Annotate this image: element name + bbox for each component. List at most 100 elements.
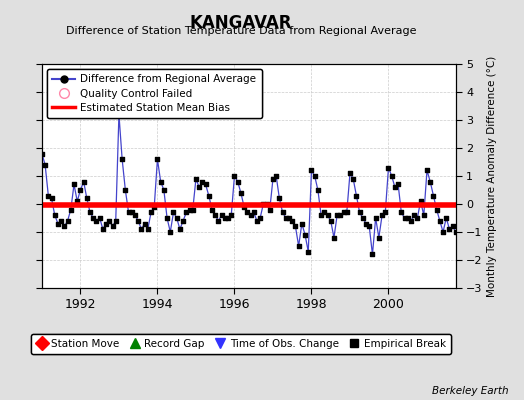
- Point: [204, 192, 213, 199]
- Point: [240, 204, 248, 210]
- Point: [320, 209, 329, 216]
- Point: [189, 206, 197, 213]
- Point: [92, 218, 101, 224]
- Point: [400, 215, 409, 221]
- Point: [44, 192, 52, 199]
- Point: [214, 218, 223, 224]
- Point: [172, 215, 181, 221]
- Point: [333, 212, 341, 218]
- Point: [112, 218, 120, 224]
- Point: [67, 206, 75, 213]
- Point: [355, 209, 364, 216]
- Point: [102, 220, 110, 227]
- Point: [490, 232, 498, 238]
- Point: [368, 251, 377, 258]
- Point: [47, 195, 56, 202]
- Text: KANGAVAR: KANGAVAR: [190, 14, 292, 32]
- Point: [358, 215, 367, 221]
- Point: [439, 229, 447, 235]
- Point: [494, 223, 502, 230]
- Point: [391, 184, 399, 190]
- Point: [269, 176, 277, 182]
- Point: [449, 223, 457, 230]
- Point: [198, 178, 206, 185]
- Point: [432, 206, 441, 213]
- Point: [346, 170, 354, 176]
- Point: [185, 206, 194, 213]
- Text: Berkeley Earth: Berkeley Earth: [432, 386, 508, 396]
- Point: [208, 206, 216, 213]
- Point: [484, 220, 492, 227]
- Point: [95, 215, 104, 221]
- Point: [455, 232, 463, 238]
- Point: [468, 187, 476, 193]
- Point: [311, 173, 319, 179]
- Point: [365, 223, 374, 230]
- Point: [403, 215, 412, 221]
- Point: [86, 209, 94, 216]
- Point: [429, 192, 438, 199]
- Point: [461, 139, 470, 146]
- Point: [442, 215, 451, 221]
- Point: [266, 206, 274, 213]
- Point: [83, 195, 91, 202]
- Point: [288, 218, 297, 224]
- Point: [275, 195, 283, 202]
- Point: [497, 136, 505, 143]
- Point: [54, 220, 62, 227]
- Point: [259, 201, 268, 207]
- Point: [249, 209, 258, 216]
- Point: [340, 209, 348, 216]
- Point: [281, 215, 290, 221]
- Point: [336, 212, 345, 218]
- Point: [298, 220, 306, 227]
- Point: [157, 178, 165, 185]
- Legend: Station Move, Record Gap, Time of Obs. Change, Empirical Break: Station Move, Record Gap, Time of Obs. C…: [31, 334, 451, 354]
- Point: [80, 178, 88, 185]
- Point: [144, 226, 152, 232]
- Point: [237, 190, 245, 196]
- Point: [137, 226, 146, 232]
- Point: [176, 226, 184, 232]
- Point: [63, 218, 72, 224]
- Point: [230, 173, 238, 179]
- Point: [227, 212, 235, 218]
- Point: [410, 212, 418, 218]
- Point: [375, 234, 383, 241]
- Point: [224, 215, 232, 221]
- Point: [487, 223, 495, 230]
- Point: [105, 218, 114, 224]
- Point: [413, 215, 422, 221]
- Point: [291, 223, 300, 230]
- Point: [211, 212, 220, 218]
- Point: [343, 209, 351, 216]
- Point: [420, 212, 428, 218]
- Point: [362, 220, 370, 227]
- Point: [278, 209, 287, 216]
- Point: [201, 181, 210, 188]
- Point: [381, 209, 389, 216]
- Point: [73, 198, 81, 204]
- Point: [253, 218, 261, 224]
- Point: [458, 229, 466, 235]
- Point: [131, 212, 139, 218]
- Point: [195, 184, 203, 190]
- Point: [304, 248, 312, 255]
- Point: [163, 215, 171, 221]
- Text: Difference of Station Temperature Data from Regional Average: Difference of Station Temperature Data f…: [66, 26, 416, 36]
- Point: [38, 150, 46, 157]
- Point: [272, 173, 280, 179]
- Point: [481, 209, 489, 216]
- Point: [317, 212, 325, 218]
- Legend: Difference from Regional Average, Quality Control Failed, Estimated Station Mean: Difference from Regional Average, Qualit…: [47, 69, 261, 118]
- Point: [217, 212, 226, 218]
- Point: [307, 167, 315, 174]
- Point: [378, 212, 386, 218]
- Point: [50, 212, 59, 218]
- Point: [384, 164, 392, 171]
- Point: [57, 218, 66, 224]
- Point: [256, 215, 264, 221]
- Point: [192, 176, 200, 182]
- Point: [169, 209, 178, 216]
- Point: [294, 243, 303, 249]
